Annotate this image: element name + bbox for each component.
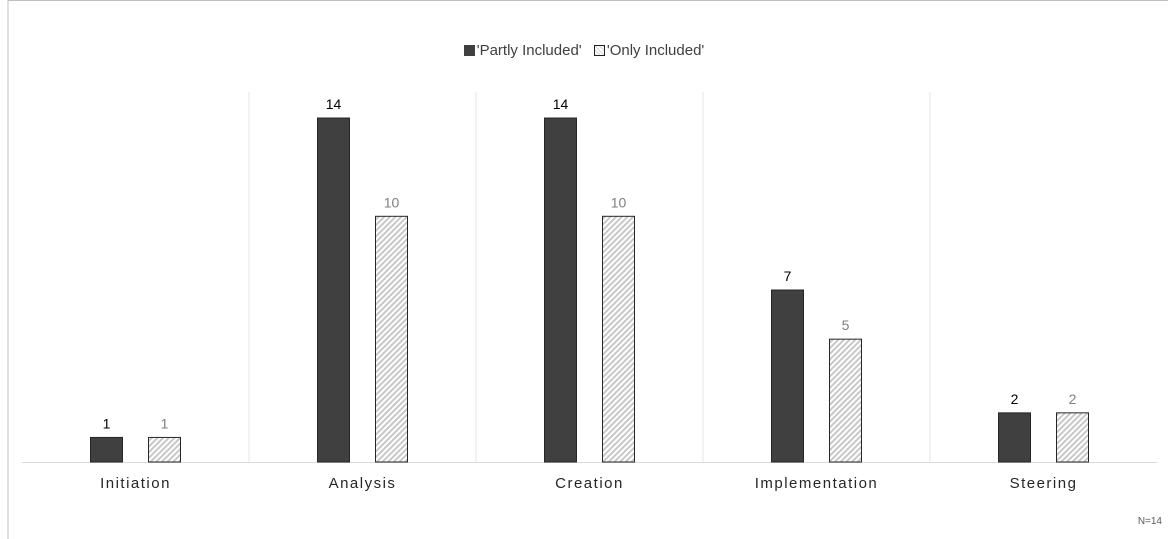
data-label: 14: [326, 96, 342, 112]
bar-only-included-steering: [1056, 412, 1089, 463]
x-tick-label: Creation: [555, 475, 624, 492]
legend-label: 'Partly Included': [476, 42, 582, 59]
data-label: 2: [1069, 391, 1077, 407]
data-label: 2: [1011, 391, 1019, 407]
legend: 'Partly Included' 'Only Included': [0, 42, 1168, 60]
bar-partly-included-implementation: [771, 289, 804, 463]
bar-only-included-creation: [602, 215, 635, 463]
bar-partly-included-initiation: [90, 436, 123, 463]
data-label: 5: [842, 317, 850, 333]
data-label: 14: [553, 96, 569, 112]
x-tick-label: Steering: [1010, 475, 1078, 492]
bar-only-included-implementation: [829, 338, 862, 463]
sample-size-note: N=14: [1137, 516, 1162, 527]
bar-partly-included-creation: [544, 117, 577, 463]
legend-swatch-hatched-icon: [593, 45, 605, 56]
x-tick-label: Analysis: [329, 475, 397, 492]
bar-only-included-initiation: [148, 436, 181, 463]
data-label: 7: [784, 268, 792, 284]
legend-item-partly-included: 'Partly Included': [463, 42, 582, 59]
bar-partly-included-analysis: [317, 117, 350, 463]
data-label: 1: [103, 415, 111, 431]
x-tick-label: Implementation: [755, 475, 879, 492]
data-label: 10: [611, 194, 627, 210]
data-label: 1: [161, 415, 169, 431]
data-label: 10: [384, 194, 400, 210]
legend-item-only-included: 'Only Included': [593, 42, 705, 59]
bar-only-included-analysis: [375, 215, 408, 463]
legend-swatch-solid-icon: [463, 45, 475, 56]
bar-partly-included-steering: [998, 412, 1031, 463]
x-tick-label: Initiation: [100, 475, 171, 492]
legend-label: 'Only Included': [606, 42, 705, 59]
